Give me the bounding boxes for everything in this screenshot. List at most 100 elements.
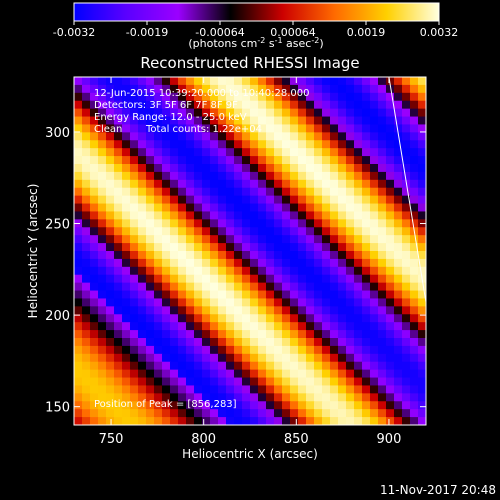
heatmap-cell: [82, 235, 91, 244]
heatmap-cell: [298, 409, 307, 418]
heatmap-cell: [274, 164, 283, 173]
heatmap-cell: [242, 251, 251, 260]
heatmap-cell: [402, 393, 411, 402]
heatmap-cell: [394, 171, 403, 181]
heatmap-cell: [298, 124, 307, 133]
heatmap-cell: [234, 140, 243, 149]
heatmap-cell: [170, 369, 179, 379]
heatmap-cell: [410, 409, 419, 418]
heatmap-cell: [402, 258, 411, 268]
heatmap-cell: [250, 345, 259, 355]
heatmap-cell: [362, 274, 371, 284]
heatmap-cell: [74, 203, 83, 212]
heatmap-cell: [354, 353, 363, 363]
heatmap-cell: [226, 219, 235, 228]
heatmap-cell: [346, 148, 355, 157]
heatmap-cell: [82, 393, 91, 402]
heatmap-cell: [314, 187, 323, 197]
heatmap-cell: [74, 187, 83, 197]
heatmap-cell: [314, 377, 323, 386]
heatmap-cell: [154, 179, 163, 189]
heatmap-cell: [202, 171, 211, 181]
heatmap-cell: [178, 353, 187, 363]
heatmap-cell: [322, 195, 331, 205]
heatmap-cell: [378, 385, 387, 394]
heatmap-cell: [210, 108, 219, 118]
heatmap-cell: [402, 361, 411, 371]
heatmap-cell: [202, 203, 211, 212]
heatmap-cell: [322, 100, 331, 110]
heatmap-cell: [378, 116, 387, 125]
heatmap-cell: [386, 314, 395, 323]
heatmap-cell: [378, 338, 387, 347]
heatmap-cell: [322, 417, 331, 425]
heatmap-cell: [290, 338, 299, 347]
heatmap-cell: [218, 369, 227, 379]
heatmap-cell: [410, 156, 419, 165]
heatmap-cell: [194, 227, 203, 236]
heatmap-cell: [82, 195, 91, 205]
heatmap-cell: [194, 132, 203, 141]
heatmap-cell: [354, 298, 363, 307]
heatmap-cell: [74, 282, 83, 292]
heatmap-cell: [282, 409, 291, 418]
heatmap-cell: [402, 195, 411, 205]
heatmap-cell: [290, 330, 299, 339]
heatmap-cell: [170, 243, 179, 252]
heatmap-cell: [258, 116, 267, 125]
heatmap-cell: [362, 203, 371, 212]
heatmap-cell: [314, 227, 323, 236]
heatmap-cell: [82, 409, 91, 418]
heatmap-cell: [138, 187, 147, 197]
heatmap-cell: [250, 235, 259, 244]
heatmap-cell: [354, 345, 363, 355]
heatmap-cell: [298, 258, 307, 268]
heatmap-cell: [242, 140, 251, 149]
heatmap-cell: [114, 322, 123, 331]
heatmap-cell: [298, 148, 307, 157]
heatmap-cell: [402, 353, 411, 363]
heatmap-cell: [122, 290, 131, 299]
heatmap-cell: [106, 377, 115, 386]
heatmap-cell: [410, 116, 419, 125]
heatmap-cell: [130, 377, 139, 386]
heatmap-cell: [322, 203, 331, 212]
heatmap-cell: [314, 219, 323, 228]
heatmap-cell: [162, 77, 171, 86]
heatmap-cell: [170, 140, 179, 149]
heatmap-cell: [170, 92, 179, 102]
heatmap-cell: [274, 179, 283, 189]
heatmap-cell: [82, 338, 91, 347]
heatmap-cell: [178, 393, 187, 402]
heatmap-cell: [274, 338, 283, 347]
heatmap-cell: [378, 274, 387, 284]
heatmap-cell: [402, 164, 411, 173]
heatmap-cell: [82, 322, 91, 331]
heatmap-cell: [82, 345, 91, 355]
heatmap-cell: [362, 195, 371, 205]
heatmap-cell: [162, 156, 171, 165]
heatmap-cell: [418, 361, 426, 371]
heatmap-cell: [218, 195, 227, 205]
heatmap-cell: [338, 274, 347, 284]
heatmap-cell: [146, 195, 155, 205]
heatmap-cell: [402, 116, 411, 125]
heatmap-cell: [122, 361, 131, 371]
heatmap-cell: [154, 290, 163, 299]
heatmap-cell: [386, 258, 395, 268]
heatmap-cell: [114, 219, 123, 228]
heatmap-cell: [114, 369, 123, 379]
heatmap-cell: [338, 195, 347, 205]
heatmap-cell: [106, 385, 115, 394]
heatmap-cell: [274, 290, 283, 299]
heatmap-cell: [354, 282, 363, 292]
heatmap-cell: [298, 219, 307, 228]
heatmap-cell: [234, 92, 243, 102]
heatmap-cell: [146, 258, 155, 268]
heatmap-cell: [330, 84, 339, 94]
heatmap-cell: [194, 84, 203, 94]
heatmap-cell: [298, 179, 307, 189]
heatmap-cell: [234, 251, 243, 260]
heatmap-cell: [130, 330, 139, 339]
heatmap-cell: [322, 338, 331, 347]
